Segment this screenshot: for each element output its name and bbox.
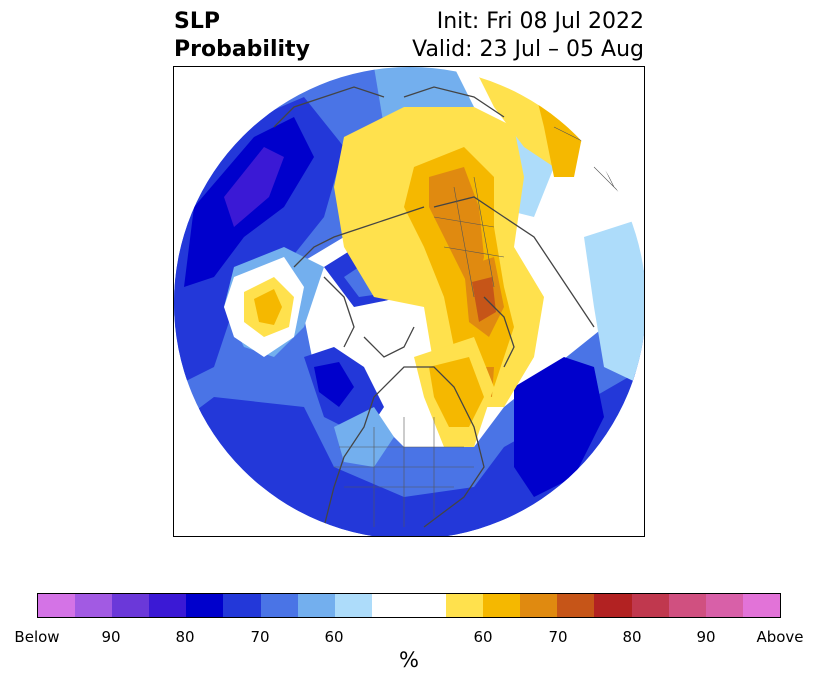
colorbar-segment	[557, 594, 595, 617]
title-right: Init: Fri 08 Jul 2022 Valid: 23 Jul – 05…	[412, 8, 644, 64]
colorbar-tick-label: 60	[473, 628, 493, 646]
polar-map	[174, 67, 644, 536]
title-variable: SLP	[174, 9, 220, 34]
colorbar-segment	[705, 594, 743, 617]
colorbar-segment	[631, 594, 669, 617]
colorbar-tick-label: 70	[250, 628, 270, 646]
colorbar-segment	[112, 594, 150, 617]
colorbar-segment	[149, 594, 187, 617]
colorbar-segment	[446, 594, 484, 617]
colorbar-segment	[668, 594, 706, 617]
init-date: Init: Fri 08 Jul 2022	[436, 9, 644, 34]
colorbar-segment	[742, 594, 780, 617]
colorbar-tick-label: Below	[14, 628, 60, 646]
title-type: Probability	[174, 37, 310, 62]
colorbar-segment	[260, 594, 298, 617]
colorbar-segment	[38, 594, 76, 617]
colorbar-unit: %	[399, 648, 419, 672]
valid-period: Valid: 23 Jul – 05 Aug	[412, 37, 644, 62]
colorbar-segment	[371, 594, 409, 617]
colorbar-segment	[186, 594, 224, 617]
colorbar-segment	[75, 594, 113, 617]
colorbar-tick-label: 60	[324, 628, 344, 646]
colorbar-tick-label: 80	[175, 628, 195, 646]
colorbar-segment	[334, 594, 372, 617]
colorbar-segment	[408, 594, 447, 617]
colorbar-segment	[297, 594, 335, 617]
colorbar	[37, 593, 781, 618]
map-panel	[173, 66, 645, 537]
title-left: SLP Probability	[174, 8, 310, 64]
colorbar-segment	[594, 594, 632, 617]
colorbar-tick-label: 70	[548, 628, 568, 646]
colorbar-tick-label: 90	[696, 628, 716, 646]
colorbar-segment	[483, 594, 521, 617]
colorbar-tick-label: 90	[101, 628, 121, 646]
colorbar-tick-label: 80	[622, 628, 642, 646]
colorbar-segment	[223, 594, 261, 617]
colorbar-segment	[520, 594, 558, 617]
colorbar-tick-label: Above	[756, 628, 804, 646]
